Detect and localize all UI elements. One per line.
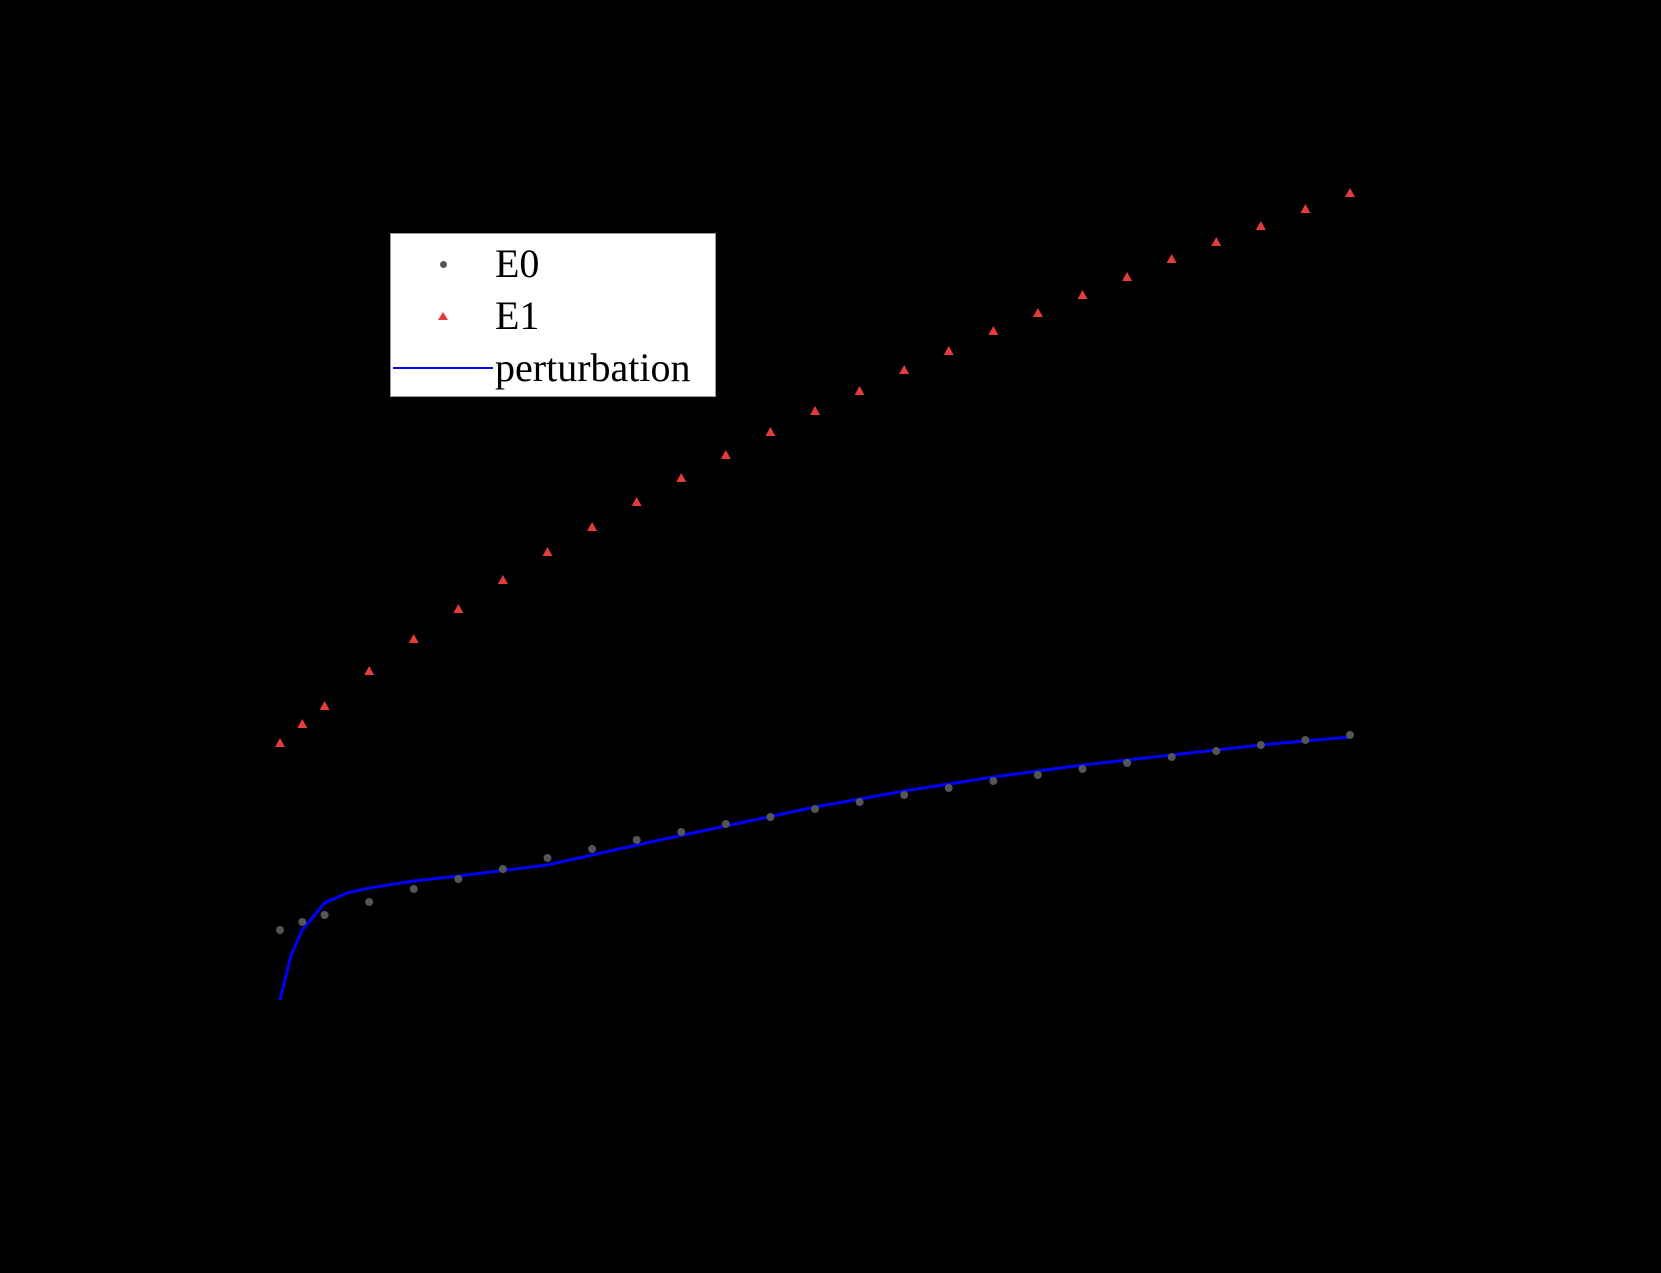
- e1-point: [1122, 272, 1133, 281]
- e0-point: [588, 845, 597, 853]
- e0-point: [766, 813, 775, 821]
- e1-markers: [275, 188, 1355, 747]
- legend-entry-e0: E0: [391, 238, 539, 290]
- legend-entry-perturbation: perturbation: [391, 342, 691, 394]
- triangle-marker-icon: [438, 312, 448, 320]
- e1-point: [275, 738, 285, 747]
- e0-point: [632, 836, 641, 844]
- e0-point: [721, 820, 730, 828]
- e1-point: [408, 634, 419, 643]
- e1-point: [720, 450, 731, 459]
- e0-point: [1301, 736, 1310, 744]
- e1-point: [899, 365, 910, 374]
- e1-point: [854, 386, 865, 395]
- e1-point: [542, 547, 553, 556]
- e0-point: [900, 791, 909, 799]
- e0-point: [677, 828, 686, 836]
- legend-label: E0: [495, 241, 540, 286]
- e1-point: [364, 666, 375, 675]
- line-marker-icon: [393, 367, 493, 369]
- e0-point: [855, 798, 864, 806]
- e0-point: [1123, 759, 1132, 767]
- e0-point: [811, 805, 819, 813]
- e0-point: [543, 854, 552, 862]
- e1-point: [497, 575, 508, 584]
- perturbation-line: [278, 735, 1351, 1001]
- e0-point: [1212, 747, 1221, 755]
- e0-point: [1167, 753, 1176, 761]
- e1-point: [810, 406, 820, 415]
- e1-point: [1211, 237, 1222, 246]
- e1-point: [943, 346, 954, 355]
- e0-point: [298, 918, 307, 926]
- e0-point: [989, 777, 998, 785]
- e0-point: [409, 885, 418, 893]
- e1-point: [1032, 308, 1043, 317]
- e0-point: [1033, 771, 1042, 779]
- legend: E0 E1 perturbation: [390, 233, 716, 397]
- e0-point: [276, 926, 284, 934]
- e1-point: [1345, 188, 1355, 197]
- e0-point: [1346, 731, 1354, 739]
- e0-markers: [276, 731, 1354, 934]
- e0-point: [1078, 765, 1087, 773]
- e1-point: [297, 719, 308, 728]
- circle-marker-icon: [439, 260, 447, 268]
- e1-point: [988, 326, 999, 335]
- e0-point: [454, 875, 463, 883]
- e0-point: [498, 865, 507, 873]
- legend-entry-e1: E1: [391, 290, 539, 342]
- e1-point: [765, 427, 776, 436]
- e0-point: [1256, 741, 1265, 749]
- e1-point: [631, 497, 642, 506]
- e1-point: [453, 604, 464, 613]
- e0-point: [944, 784, 953, 792]
- e1-point: [1166, 254, 1177, 263]
- e1-point: [676, 473, 687, 482]
- e0-point: [365, 898, 374, 906]
- legend-label: perturbation: [495, 345, 691, 390]
- e1-point: [1077, 290, 1088, 299]
- e1-point: [1255, 221, 1266, 230]
- e1-point: [587, 522, 598, 531]
- e0-point: [320, 911, 329, 919]
- legend-label: E1: [495, 293, 540, 338]
- e1-point: [1300, 204, 1311, 213]
- e1-point: [319, 701, 330, 710]
